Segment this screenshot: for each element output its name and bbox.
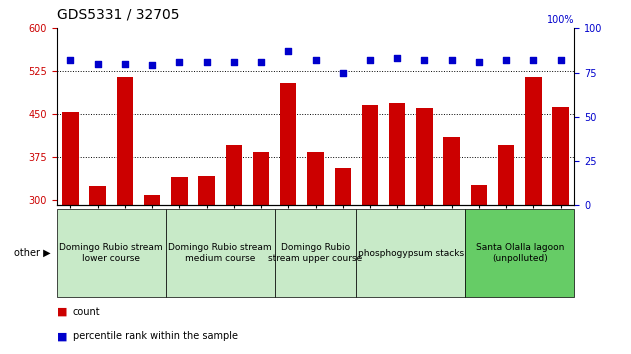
Point [392,56,402,61]
Text: 100%: 100% [546,15,574,25]
Point [229,59,239,65]
Bar [144,195,160,205]
Point [555,57,565,63]
Text: count: count [73,307,100,316]
Point [528,57,538,63]
Point [338,70,348,75]
Bar [334,168,351,205]
Text: Domingo Rubio stream
medium course: Domingo Rubio stream medium course [168,244,272,263]
Bar [471,185,487,205]
Bar [280,82,297,205]
Text: ■: ■ [57,331,68,341]
Point [447,57,457,63]
Bar [171,177,187,205]
Point [420,57,430,63]
Text: other ▶: other ▶ [14,248,50,258]
Bar [362,105,378,205]
Text: ■: ■ [57,307,68,316]
Point [283,48,293,54]
Point [174,59,184,65]
Bar [416,108,433,205]
Point [501,57,511,63]
Bar [389,103,405,205]
Point [201,59,211,65]
Bar [62,112,79,205]
Point [256,59,266,65]
Text: GDS5331 / 32705: GDS5331 / 32705 [57,7,179,21]
Bar [253,152,269,205]
Bar [307,152,324,205]
Point [147,63,157,68]
Point [66,57,76,63]
Point [365,57,375,63]
Point [93,61,103,67]
Text: Domingo Rubio stream
lower course: Domingo Rubio stream lower course [59,244,163,263]
Text: Domingo Rubio
stream upper course: Domingo Rubio stream upper course [268,244,363,263]
Point [474,59,484,65]
Bar [498,145,514,205]
Bar [117,77,133,205]
Text: Santa Olalla lagoon
(unpolluted): Santa Olalla lagoon (unpolluted) [476,244,564,263]
Bar [525,77,541,205]
Text: percentile rank within the sample: percentile rank within the sample [73,331,237,341]
Point [310,57,321,63]
Bar [552,107,569,205]
Text: phosphogypsum stacks: phosphogypsum stacks [358,249,464,258]
Bar [226,145,242,205]
Bar [90,187,106,205]
Bar [444,137,460,205]
Point [120,61,130,67]
Bar [198,176,215,205]
